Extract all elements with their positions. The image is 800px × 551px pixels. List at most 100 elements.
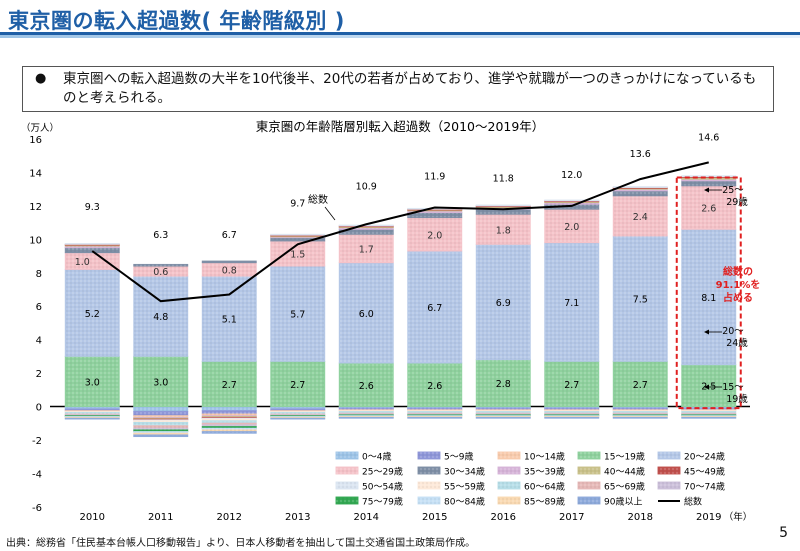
total-label: 10.9: [356, 182, 377, 193]
data-label: 0.6: [153, 267, 168, 278]
page-title: 東京圏の転入超過数( 年齢階級別 ): [8, 9, 345, 33]
total-label: 9.3: [85, 202, 100, 213]
legend-label: 45〜49歳: [684, 466, 725, 478]
total-label: 14.6: [698, 133, 719, 144]
bar-segment-a0: [133, 406, 189, 412]
bar-segment-a50: [612, 186, 668, 188]
bar-segment-a90: [475, 416, 531, 419]
bar-segment-a25: [338, 233, 394, 264]
share-annotation: 91.1%を: [716, 279, 761, 291]
data-label: 5.1: [222, 315, 237, 326]
bullet-icon: ●: [35, 71, 47, 86]
bar-segment-a50: [64, 243, 120, 245]
data-label: 2.7: [564, 380, 579, 391]
legend-label: 20〜24歳: [684, 451, 725, 463]
age-20-24-annotation-arrow: [704, 329, 709, 335]
bar-segment-a60: [133, 421, 189, 427]
bar-segment-a90: [612, 416, 668, 419]
y-tick-label: -4: [32, 469, 42, 480]
y-axis-label: （万人）: [21, 122, 59, 134]
legend-swatch-a90: [577, 496, 601, 505]
bar-segment-a30: [133, 263, 189, 267]
bar-segment-a90: [681, 416, 737, 419]
data-label: 1.7: [359, 245, 374, 256]
data-label: 2.6: [427, 381, 442, 392]
data-label: 3.0: [85, 377, 100, 388]
data-label: 1.5: [290, 250, 305, 261]
y-tick-label: -6: [32, 503, 42, 514]
legend-swatch-a45: [657, 466, 681, 475]
data-label: 7.5: [633, 295, 648, 306]
total-line: [91, 161, 709, 303]
y-tick-label: 14: [29, 168, 42, 179]
x-axis-label: （年）: [724, 511, 753, 523]
bar-segment-a15: [475, 359, 531, 407]
x-tick-label: 2014: [354, 512, 379, 523]
y-tick-label: 4: [36, 336, 42, 347]
bar-segment-a20: [407, 250, 463, 364]
legend-swatch-a80: [417, 496, 441, 505]
bar-segment-a90: [133, 434, 189, 438]
total-label: 13.6: [630, 149, 651, 160]
legend-label: 25〜29歳: [362, 466, 403, 478]
total-label: 6.7: [222, 230, 237, 241]
bar-segment-a50: [270, 233, 326, 236]
data-label: 6.0: [359, 309, 374, 320]
header: 東京圏の転入超過数( 年齢階級別 ): [0, 0, 800, 38]
data-label: 7.1: [564, 298, 579, 309]
bar-segment-a5: [133, 411, 189, 417]
data-label: 2.7: [290, 380, 305, 391]
legend-swatch-a5: [417, 451, 441, 460]
x-tick-label: 2011: [148, 512, 173, 523]
legend-swatch-a20: [657, 451, 681, 460]
bar-segment-a30: [612, 190, 668, 197]
bar-segment-a90: [64, 417, 120, 420]
bar-segment-a20: [544, 242, 600, 362]
data-label: 2.8: [496, 379, 511, 390]
bar-segment-a15: [544, 360, 600, 407]
legend-label: 85〜89歳: [524, 496, 565, 508]
data-label: 0.8: [222, 265, 237, 276]
bar-segment-a20: [270, 265, 326, 362]
legend-label: 35〜39歳: [524, 466, 565, 478]
summary-box: ● 東京圏への転入超過数の大半を10代後半、20代の若者が占めており、進学や就職…: [22, 66, 774, 112]
bar-segment-a90: [201, 431, 257, 434]
data-label: 3.0: [153, 377, 168, 388]
bar-segment-a0: [201, 406, 257, 412]
x-tick-label: 2013: [285, 512, 310, 523]
legend-swatch-a10: [497, 451, 521, 460]
legend-label: 5〜9歳: [444, 451, 473, 463]
bar-segment-a25: [544, 208, 600, 244]
data-label: 8.1: [701, 293, 716, 304]
data-label: 2.4: [633, 212, 648, 223]
data-label: 1.8: [496, 225, 511, 236]
bar-segment-a25: [612, 195, 668, 237]
legend-label: 40〜44歳: [604, 466, 645, 478]
bar-segment-a90: [338, 416, 394, 419]
header-rule: [0, 32, 800, 35]
legend-swatch-a50: [335, 481, 359, 490]
chart-title: 東京圏の年齢階層別転入超過数（2010〜2019年）: [256, 119, 545, 134]
age-20-24-annotation: 24歳: [726, 337, 748, 349]
source-note: 出典：総務省「住民基本台帳人口移動報告」より、日本人移動者を抽出して国土交通省国…: [6, 538, 476, 549]
bar-segment-a25: [407, 217, 463, 252]
header-gradient-rule: [0, 35, 800, 38]
y-tick-label: 12: [29, 202, 42, 213]
bar-segment-a20: [201, 275, 257, 362]
x-tick-label: 2016: [491, 512, 516, 523]
legend-label: 80〜84歳: [444, 496, 485, 508]
data-label: 5.7: [290, 310, 305, 321]
y-tick-label: 6: [36, 302, 42, 313]
data-label: 2.6: [359, 381, 374, 392]
data-label: 2.0: [564, 222, 579, 233]
age-20-24-annotation: 20〜: [722, 326, 744, 337]
age-25-29-annotation: 29歳: [726, 196, 748, 208]
bar-segment-a20: [681, 228, 737, 366]
y-tick-label: 2: [36, 369, 42, 380]
age-15-19-annotation-arrow: [704, 384, 709, 390]
bar-segment-a25: [475, 213, 531, 245]
legend-label: 90歳以上: [604, 496, 642, 508]
annotation-leader: [324, 206, 336, 221]
legend-label: 総数: [684, 496, 702, 508]
